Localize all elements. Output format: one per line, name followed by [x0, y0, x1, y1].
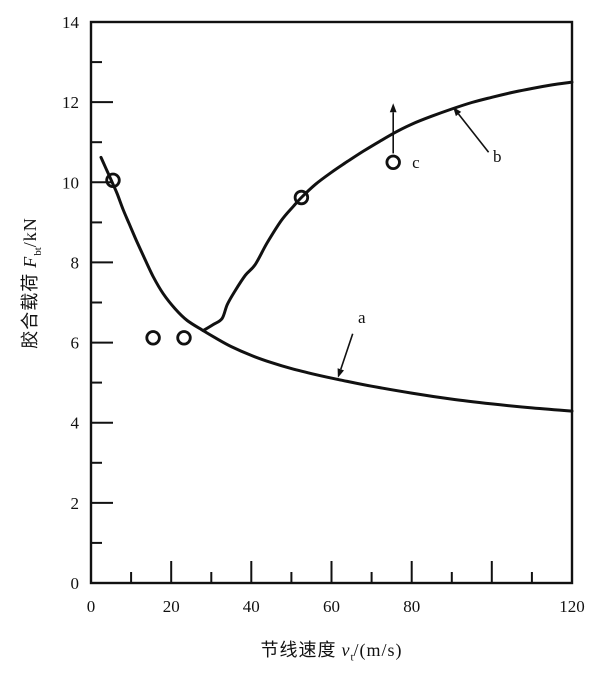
x-tick-label: 80	[403, 597, 420, 616]
x-tick-label: 60	[323, 597, 340, 616]
x-tick-label: 120	[559, 597, 585, 616]
data-point	[145, 330, 161, 346]
y-axis-title: 胶合载荷 Fbt/kN	[16, 217, 44, 349]
x-axis-symbol: v	[341, 640, 351, 660]
annotation-label-b: b	[493, 147, 502, 166]
x-tick-label: 0	[87, 597, 96, 616]
y-axis-symbol: F	[20, 255, 41, 268]
y-tick-label: 0	[71, 574, 80, 593]
y-axis-unit: /kN	[20, 217, 41, 248]
y-tick-label: 8	[71, 253, 80, 272]
x-axis-unit: /(m/s)	[353, 640, 403, 660]
y-tick-label: 6	[71, 334, 80, 353]
x-axis-title: 节线速度 vt/(m/s)	[91, 636, 572, 664]
annotation-label-c: c	[412, 153, 420, 172]
annotation-arrow-a-line	[340, 333, 354, 370]
y-tick-label: 2	[71, 494, 80, 513]
data-point	[105, 172, 121, 189]
annotation-arrow-b-line	[457, 113, 490, 153]
data-point	[385, 154, 401, 171]
y-tick-label: 4	[71, 414, 80, 433]
y-tick-label: 14	[62, 13, 80, 32]
annotation-arrow-c-head	[389, 103, 397, 113]
annotation-arrow-a-head	[337, 368, 344, 378]
y-axis-subscript: bt	[31, 247, 44, 256]
plot-frame	[89, 20, 574, 585]
curve-a	[99, 155, 574, 413]
y-tick-label: 12	[62, 93, 79, 112]
y-axis-title-cjk: 胶合载荷	[20, 272, 41, 349]
data-point	[176, 330, 192, 346]
data-point	[293, 189, 310, 206]
y-tick-label: 10	[62, 173, 79, 192]
x-tick-label: 20	[163, 597, 180, 616]
curve-b	[201, 80, 574, 333]
x-axis-title-cjk: 节线速度	[260, 640, 337, 660]
annotation-label-a: a	[358, 308, 366, 327]
x-tick-label: 40	[243, 597, 260, 616]
x-axis-subscript: t	[350, 651, 354, 664]
annotation-arrow-b-head	[453, 107, 462, 117]
